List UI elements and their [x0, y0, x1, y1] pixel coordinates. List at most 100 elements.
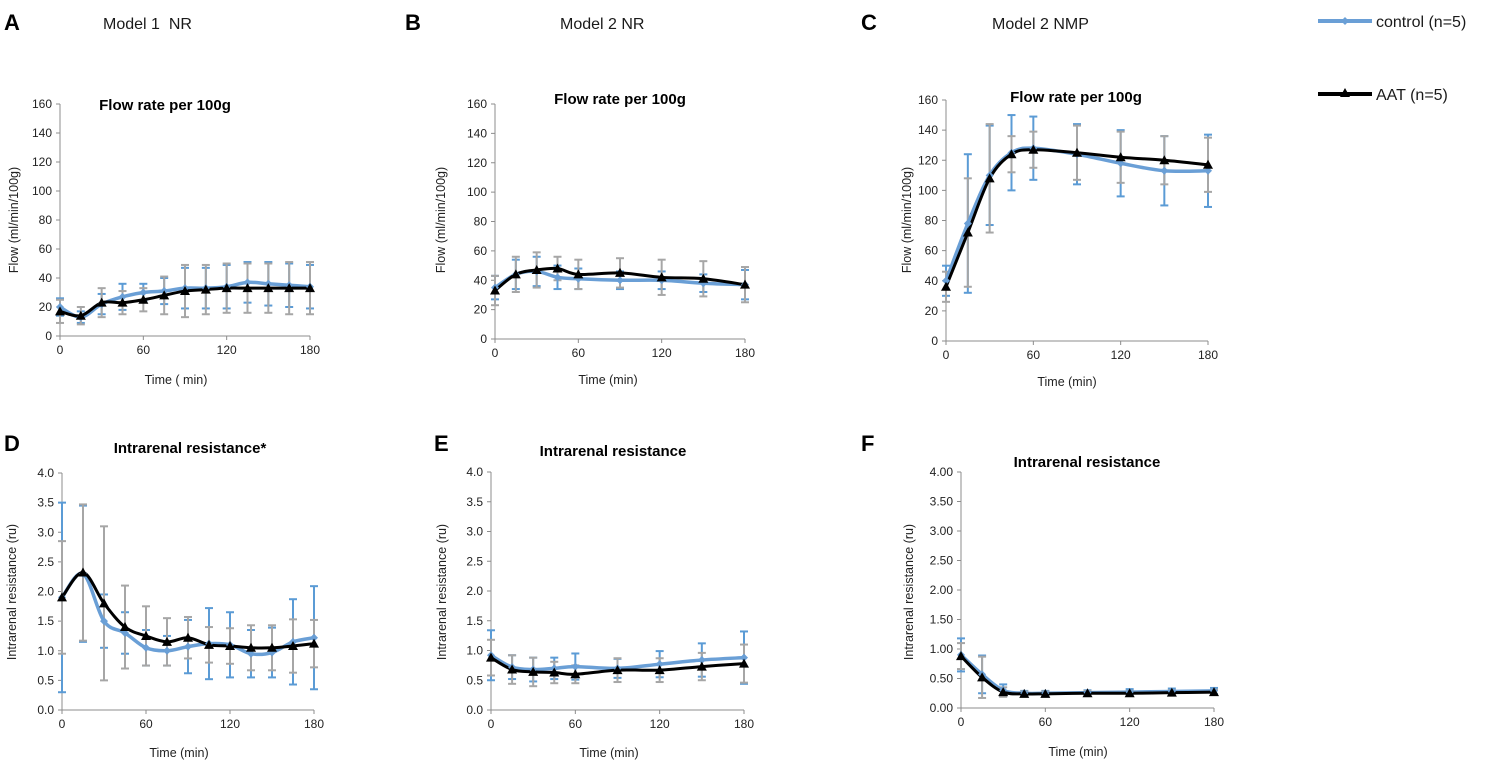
aat-point [284, 283, 295, 293]
x-tick-label: 120 [217, 343, 237, 357]
y-tick-label: 160 [32, 97, 52, 111]
x-tick-label: 0 [492, 346, 499, 360]
x-axis-label: Time (min) [1048, 745, 1107, 759]
y-tick-label: 20 [474, 303, 488, 317]
x-axis-label: Time (min) [579, 746, 638, 760]
y-tick-label: 100 [918, 183, 938, 197]
control-point [243, 278, 252, 287]
aat-point [225, 641, 235, 651]
panel-a: A Model 1 NR Flow rate per 100g 0 20 40 60 80 10… [4, 10, 320, 387]
control-point [1116, 159, 1125, 168]
chart-title: Flow rate per 100g [99, 97, 231, 114]
x-tick-label: 60 [137, 343, 151, 357]
y-tick-label: 40 [39, 271, 53, 285]
y-tick-label: 4.0 [466, 465, 483, 479]
x-tick-label: 0 [943, 348, 950, 362]
panel-letter: C [861, 10, 877, 35]
aat-point [183, 632, 193, 642]
x-tick-label: 180 [734, 717, 754, 731]
chart-title: Intrarenal resistance [540, 443, 687, 460]
aat-point [138, 294, 149, 304]
chart-title: Intrarenal resistance* [114, 440, 267, 457]
y-tick-label: 1.0 [37, 644, 54, 658]
y-tick-label: 3.5 [466, 495, 483, 509]
aat-point [242, 283, 253, 293]
aat-point [1072, 147, 1082, 157]
y-tick-label: 3.5 [37, 496, 54, 510]
x-tick-label: 120 [652, 346, 672, 360]
y-tick-label: 3.50 [930, 495, 954, 509]
aat-point [75, 310, 86, 320]
y-tick-label: 20 [39, 300, 53, 314]
x-tick-label: 180 [304, 717, 324, 731]
y-tick-label: 20 [925, 304, 939, 318]
control-point [1160, 166, 1169, 175]
y-tick-label: 4.0 [37, 466, 54, 480]
x-axis-label: Time (min) [149, 746, 208, 760]
aat-point [570, 669, 581, 679]
x-tick-label: 180 [1198, 348, 1218, 362]
y-tick-label: 120 [918, 153, 938, 167]
x-tick-label: 120 [1111, 348, 1131, 362]
x-tick-label: 60 [572, 346, 586, 360]
panel-letter: D [4, 431, 20, 456]
y-tick-label: 4.00 [930, 465, 954, 479]
aat-point [1115, 152, 1126, 162]
x-tick-label: 0 [958, 715, 965, 729]
aat-point [740, 279, 750, 289]
aat-point [656, 272, 667, 282]
y-tick-label: 1.0 [466, 644, 483, 658]
control-point [571, 662, 580, 671]
aat-point [1019, 688, 1030, 698]
aat-point [55, 306, 65, 316]
y-tick-label: 0 [45, 329, 52, 343]
aat-point [1166, 687, 1177, 697]
aat-point [507, 664, 518, 674]
y-axis-label: Flow (ml/min/100g) [7, 167, 21, 273]
y-tick-label: 0.50 [930, 672, 954, 686]
y-tick-label: 80 [39, 213, 53, 227]
control-point [697, 656, 706, 665]
aat-point [552, 263, 563, 273]
x-tick-label: 180 [735, 346, 755, 360]
y-tick-label: 2.5 [37, 555, 54, 569]
control-line [959, 653, 1216, 696]
panel-d: D Intrarenal resistance* 0.0 0.5 1.0 1.5 2.0 2.… [4, 431, 324, 760]
x-axis-label: Time ( min) [145, 373, 208, 387]
aat-point [1028, 144, 1039, 154]
aat-point [1203, 159, 1213, 169]
series-control [58, 501, 318, 694]
control-point [142, 643, 150, 652]
legend-aat-marker [1340, 88, 1350, 97]
aat-point [998, 687, 1009, 697]
aat-point [263, 283, 274, 293]
y-tick-label: 60 [474, 244, 488, 258]
panel-letter: E [434, 431, 449, 456]
y-tick-label: 0 [480, 332, 487, 346]
aat-point [200, 284, 211, 294]
control-point [1204, 166, 1212, 175]
y-tick-label: 80 [474, 215, 488, 229]
aat-point [956, 651, 966, 661]
aat-point [78, 567, 88, 577]
y-tick-label: 0 [931, 334, 938, 348]
legend: control (n=5) AAT (n=5) [1318, 14, 1466, 104]
control-point [740, 653, 748, 662]
y-axis-label: Intrarenal resistance (ru) [435, 524, 449, 660]
panel-letter: B [405, 10, 421, 35]
y-tick-label: 100 [467, 185, 487, 199]
aat-point [246, 642, 256, 652]
y-axis-label: Flow (ml/min/100g) [434, 167, 448, 273]
y-tick-label: 140 [918, 123, 938, 137]
aat-point [573, 269, 584, 279]
aat-point [180, 286, 190, 296]
x-tick-label: 180 [1204, 715, 1224, 729]
panel-b: B Model 2 NR Flow rate per 100g 0 20 40 60 80 10… [405, 10, 755, 387]
model-title: Model 2 NMP [992, 16, 1089, 33]
y-tick-label: 3.0 [466, 525, 483, 539]
aat-point [57, 592, 67, 602]
x-tick-label: 60 [1027, 348, 1041, 362]
panel-c: C Model 2 NMP Flow rate per 100g 0 20 40 60 80 1… [861, 10, 1218, 389]
y-tick-label: 3.0 [37, 525, 54, 539]
y-axis-label: Intrarenal resistance (ru) [5, 524, 19, 660]
